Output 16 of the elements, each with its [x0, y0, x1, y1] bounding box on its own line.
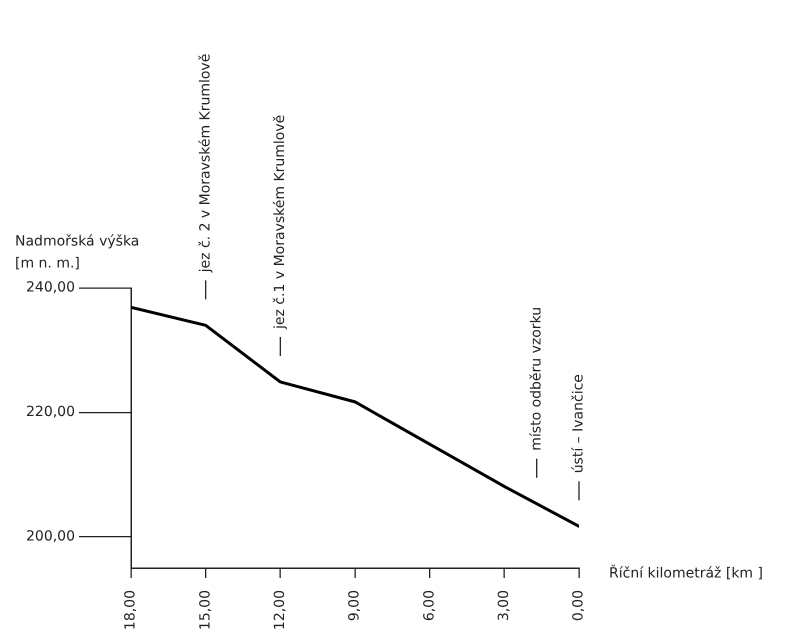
y-tick-label: 220,00 [26, 404, 75, 420]
x-tick-label: 12,00 [272, 590, 288, 630]
ref-line-label: místo odběru vzorku [528, 306, 544, 451]
y-axis-title: Nadmořská výška [m n. m.] [15, 234, 140, 272]
x-tick-label: 18,00 [122, 590, 139, 630]
y-tick-label: 200,00 [26, 528, 75, 545]
ref-line-label: jez č.1 v Moravském Krumlově [272, 114, 288, 330]
x-tick-label: 0,00 [570, 590, 587, 622]
ref-line-label: jez č. 2 v Moravském Krumlově [197, 54, 214, 274]
x-tick-label: 15,00 [197, 590, 214, 630]
y-tick-label: 240,00 [26, 280, 75, 296]
x-tick-label: 9,00 [346, 590, 363, 622]
x-axis-title: Říční kilometráž [km ] [609, 564, 763, 582]
x-tick-label: 6,00 [421, 590, 438, 622]
ref-line-label: ústí – Ivančice [570, 374, 587, 474]
x-tick-label: 3,00 [496, 590, 512, 622]
